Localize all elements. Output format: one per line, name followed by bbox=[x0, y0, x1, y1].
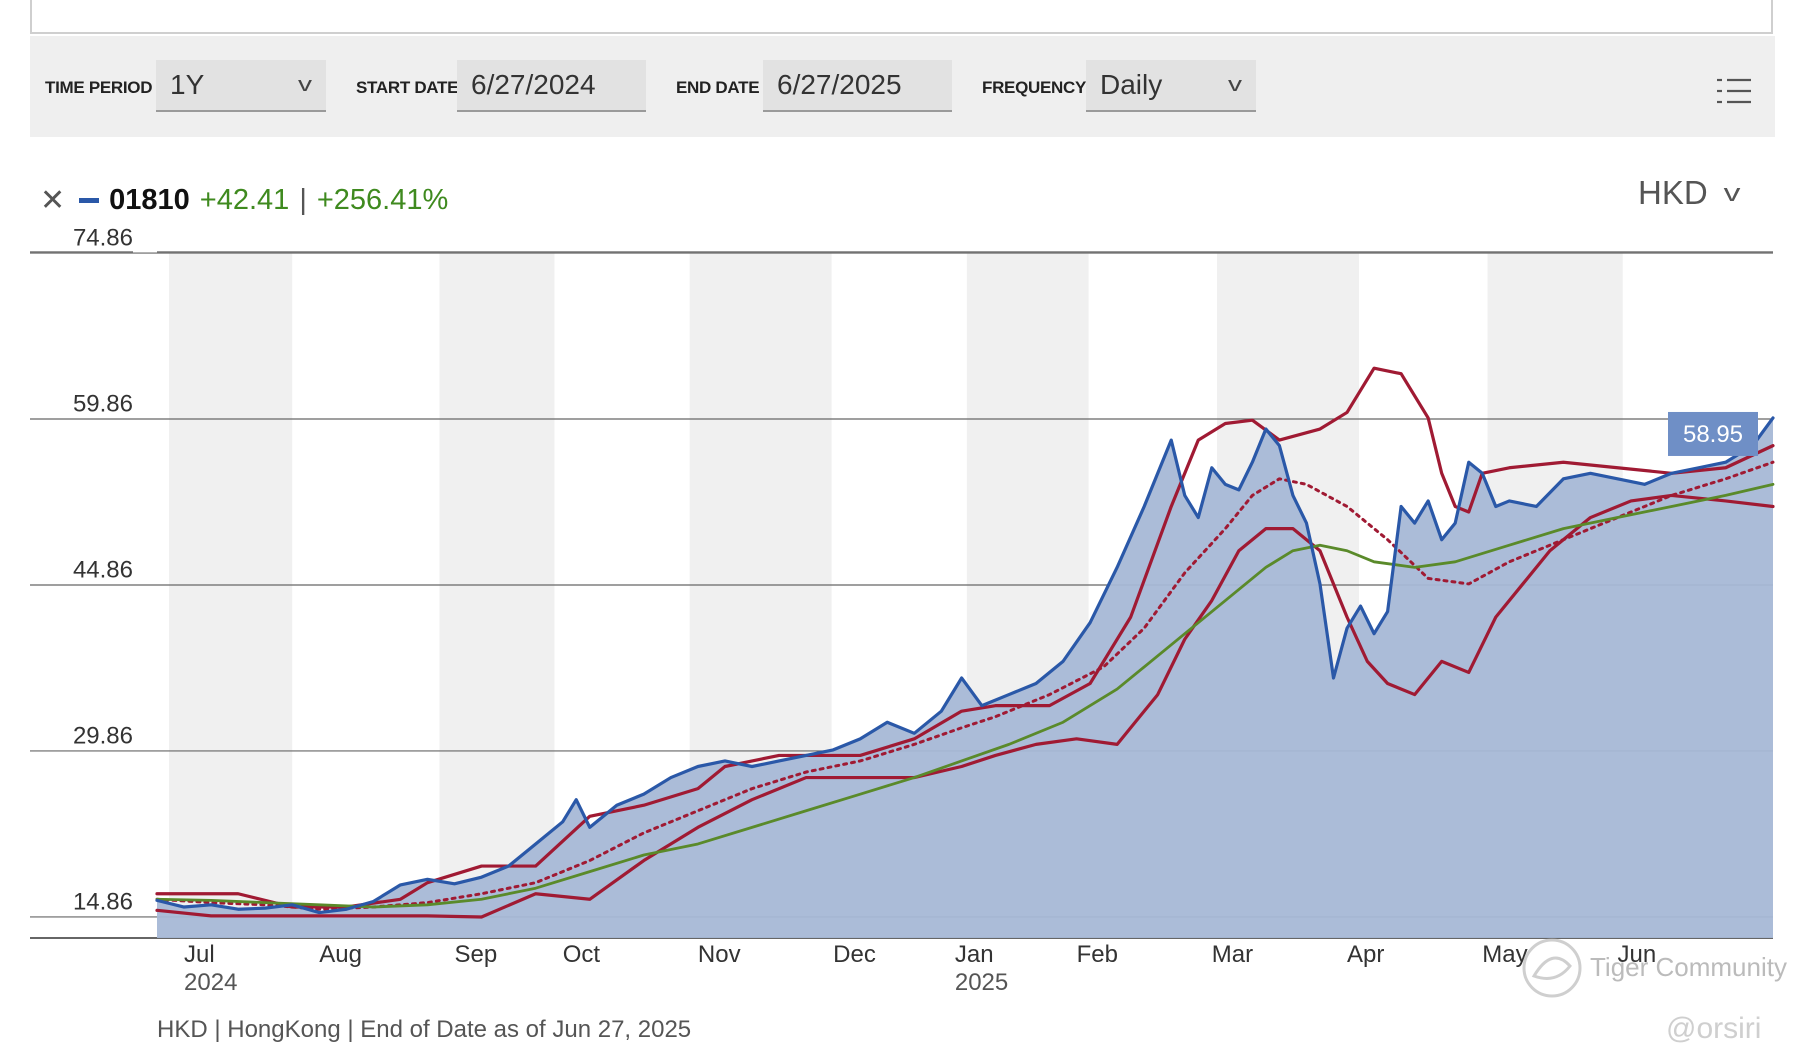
series-legend: ✕ 01810 +42.41 | +256.41% bbox=[40, 180, 448, 220]
frequency-select[interactable]: Daily v bbox=[1086, 60, 1256, 112]
frequency-label: FREQUENCY bbox=[982, 78, 1087, 97]
chevron-down-icon: v bbox=[298, 74, 312, 96]
x-tick-label: Apr bbox=[1347, 941, 1384, 968]
frequency-value: Daily bbox=[1100, 69, 1163, 100]
watermark-text: Tiger Community bbox=[1590, 952, 1787, 982]
legend-separator: | bbox=[299, 183, 307, 216]
x-tick-label: May bbox=[1482, 941, 1527, 968]
x-tick-label: Jun bbox=[1617, 941, 1656, 968]
chevron-down-icon: v bbox=[1228, 74, 1242, 96]
tiger-logo-icon bbox=[1522, 938, 1582, 998]
start-date-value: 6/27/2024 bbox=[471, 69, 596, 100]
chevron-down-icon[interactable]: v bbox=[1723, 180, 1741, 207]
start-date-input[interactable]: 6/27/2024 bbox=[457, 60, 646, 112]
last-value-label: 58.95 bbox=[1683, 421, 1743, 448]
author-handle: @orsiri bbox=[1666, 1012, 1762, 1045]
list-icon[interactable] bbox=[1716, 76, 1752, 106]
time-period-value: 1Y bbox=[170, 69, 205, 100]
x-tick-label: Jul bbox=[184, 941, 215, 968]
y-tick-label: 14.86 bbox=[73, 888, 133, 915]
x-tick-year-label: 2025 bbox=[955, 969, 1008, 996]
series-swatch bbox=[79, 197, 100, 203]
y-tick-label: 74.86 bbox=[73, 225, 133, 252]
ma50-line bbox=[155, 460, 1775, 911]
time-period-label: TIME PERIOD bbox=[45, 78, 153, 97]
x-tick-label: Sep bbox=[455, 941, 498, 968]
price-line bbox=[155, 416, 1775, 915]
x-tick-label: Aug bbox=[319, 941, 362, 968]
lower-band-line bbox=[155, 493, 1775, 919]
x-tick-year-label: 2024 bbox=[184, 969, 237, 996]
x-tick-label: Jan bbox=[955, 941, 994, 968]
ma200-line bbox=[155, 482, 1775, 909]
x-tick-label: Dec bbox=[833, 941, 876, 968]
change-absolute: +42.41 bbox=[199, 183, 290, 216]
month-band bbox=[169, 252, 293, 938]
y-tick-label: 44.86 bbox=[73, 556, 133, 583]
change-percent: +256.41% bbox=[316, 183, 449, 216]
price-area bbox=[157, 417, 1773, 938]
last-value-box bbox=[1668, 411, 1758, 456]
ticker-symbol: 01810 bbox=[109, 183, 190, 216]
y-tick-label: 59.86 bbox=[73, 391, 133, 418]
footer-note: HKD | HongKong | End of Date as of Jun 2… bbox=[157, 1016, 692, 1043]
month-band bbox=[439, 252, 555, 938]
time-period-select[interactable]: 1Y v bbox=[156, 60, 326, 112]
x-tick-label: Feb bbox=[1077, 941, 1118, 968]
close-icon[interactable]: ✕ bbox=[40, 183, 66, 217]
x-tick-label: Mar bbox=[1212, 941, 1253, 968]
end-date-label: END DATE bbox=[676, 78, 760, 97]
currency-select[interactable]: HKD bbox=[1638, 174, 1708, 211]
x-tick-label: Oct bbox=[563, 941, 601, 968]
start-date-label: START DATE bbox=[356, 78, 459, 97]
upper-band-line bbox=[155, 366, 1775, 909]
end-date-input[interactable]: 6/27/2025 bbox=[763, 60, 952, 112]
end-date-value: 6/27/2025 bbox=[777, 69, 902, 100]
y-tick-label: 29.86 bbox=[73, 722, 133, 749]
x-tick-label: Nov bbox=[698, 941, 741, 968]
chart-header-panel bbox=[30, 0, 1773, 34]
